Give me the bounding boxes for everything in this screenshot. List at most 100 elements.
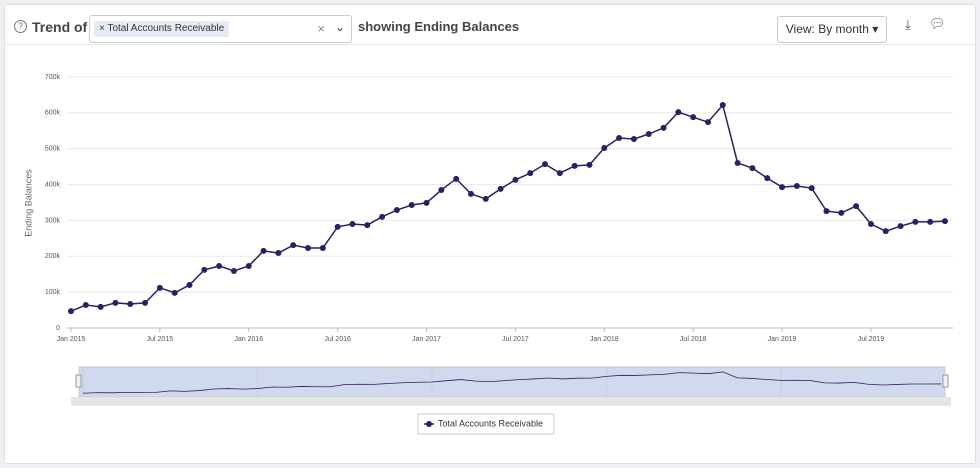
x-tick-label: Jan 2018 — [590, 336, 619, 343]
data-point — [467, 190, 474, 197]
data-point — [719, 101, 726, 108]
data-point — [630, 136, 637, 143]
card: ? Trend of × Total Accounts Receivable ×… — [4, 4, 976, 464]
navigator-line — [82, 371, 942, 394]
legend-box — [417, 413, 555, 435]
dropdown-icon[interactable]: ⌄ — [334, 20, 345, 34]
data-point — [201, 266, 208, 273]
data-point — [497, 185, 504, 192]
data-point — [482, 195, 489, 202]
help-icon[interactable]: ? — [14, 20, 27, 33]
data-point — [156, 284, 163, 291]
x-tick-label: Jul 2016 — [324, 336, 351, 343]
data-point — [927, 218, 934, 225]
y-tick-label: 300k — [45, 217, 61, 224]
handle-left[interactable] — [75, 374, 82, 388]
data-point — [571, 162, 578, 169]
data-point — [112, 299, 119, 306]
data-point — [453, 175, 460, 182]
view-button[interactable]: View: By month ▾ — [777, 16, 887, 43]
data-point — [334, 223, 341, 230]
data-point — [867, 221, 874, 228]
comment-icon[interactable]: 💬︎ — [929, 16, 946, 31]
y-axis-title: Ending Balances — [23, 169, 33, 237]
series-select[interactable]: × Total Accounts Receivable × ⌄ — [89, 15, 352, 43]
data-point — [171, 289, 178, 296]
data-point — [260, 247, 267, 254]
data-point — [556, 170, 563, 177]
data-point — [660, 124, 667, 131]
x-tick-label: Jul 2019 — [858, 336, 885, 343]
data-point — [230, 267, 237, 274]
data-point — [942, 218, 948, 225]
data-point — [216, 262, 223, 269]
x-tick-label: Jan 2015 — [57, 336, 86, 343]
data-point — [734, 160, 741, 167]
legend-marker — [426, 421, 432, 427]
chip-remove[interactable]: × — [99, 23, 108, 34]
data-point — [675, 109, 682, 116]
y-tick-label: 600k — [45, 110, 61, 117]
data-point — [823, 208, 830, 215]
x-tick-label: Jan 2016 — [234, 336, 263, 343]
data-point — [127, 300, 134, 307]
data-point — [704, 119, 711, 126]
data-point — [364, 222, 371, 229]
y-tick-label: 0 — [56, 325, 60, 332]
view-label: View: By month — [785, 22, 869, 36]
data-point — [349, 221, 356, 228]
data-point — [512, 176, 519, 183]
data-point — [779, 184, 786, 191]
data-point — [882, 228, 889, 235]
data-point — [601, 144, 608, 151]
x-tick-label: Jan 2019 — [768, 336, 797, 343]
data-point — [245, 262, 252, 269]
x-tick-label: Jul 2015 — [147, 336, 174, 343]
data-point — [275, 250, 282, 257]
divider — [5, 44, 975, 45]
data-point — [423, 199, 430, 206]
y-tick-label: 400k — [45, 181, 61, 188]
data-point — [305, 245, 312, 252]
data-point — [97, 303, 104, 310]
chip[interactable]: × Total Accounts Receivable — [94, 21, 230, 37]
data-point — [379, 213, 386, 220]
data-point — [808, 185, 815, 192]
download-icon[interactable]: ⤓ — [905, 17, 911, 32]
data-point — [690, 114, 697, 121]
y-tick-label: 200k — [45, 253, 61, 260]
data-point — [586, 161, 593, 168]
data-point — [793, 183, 800, 190]
handle-right[interactable] — [942, 374, 949, 388]
data-point — [68, 308, 74, 315]
y-tick-label: 500k — [45, 146, 61, 153]
data-point — [897, 223, 904, 230]
data-point — [82, 302, 89, 309]
data-point — [853, 203, 860, 210]
clear-icon[interactable]: × — [317, 21, 325, 36]
x-tick-label: Jan 2017 — [412, 336, 441, 343]
data-point — [319, 245, 326, 252]
scrollbar — [71, 397, 951, 406]
data-point — [764, 175, 771, 182]
trend-label: Trend of — [32, 19, 88, 35]
data-point — [438, 186, 445, 193]
data-point — [616, 134, 623, 141]
data-point — [838, 209, 845, 216]
chip-label: Total Accounts Receivable — [107, 23, 225, 34]
data-point — [542, 161, 549, 168]
suffix-label: showing Ending Balances — [358, 19, 520, 34]
legend-label[interactable]: Total Accounts Receivable — [438, 418, 543, 428]
data-point — [408, 202, 415, 209]
data-point — [912, 218, 919, 225]
data-point — [186, 281, 193, 288]
series-line — [70, 103, 946, 312]
data-point — [393, 207, 400, 214]
data-point — [645, 131, 652, 138]
data-point — [290, 242, 297, 249]
navigator-bg — [78, 366, 946, 398]
data-point — [749, 165, 756, 172]
y-tick-label: 700k — [45, 74, 61, 81]
x-tick-label: Jul 2017 — [502, 336, 529, 343]
chart: Ending Balances 0 100k 200k 300k 400k 500k 600… — [23, 74, 953, 435]
